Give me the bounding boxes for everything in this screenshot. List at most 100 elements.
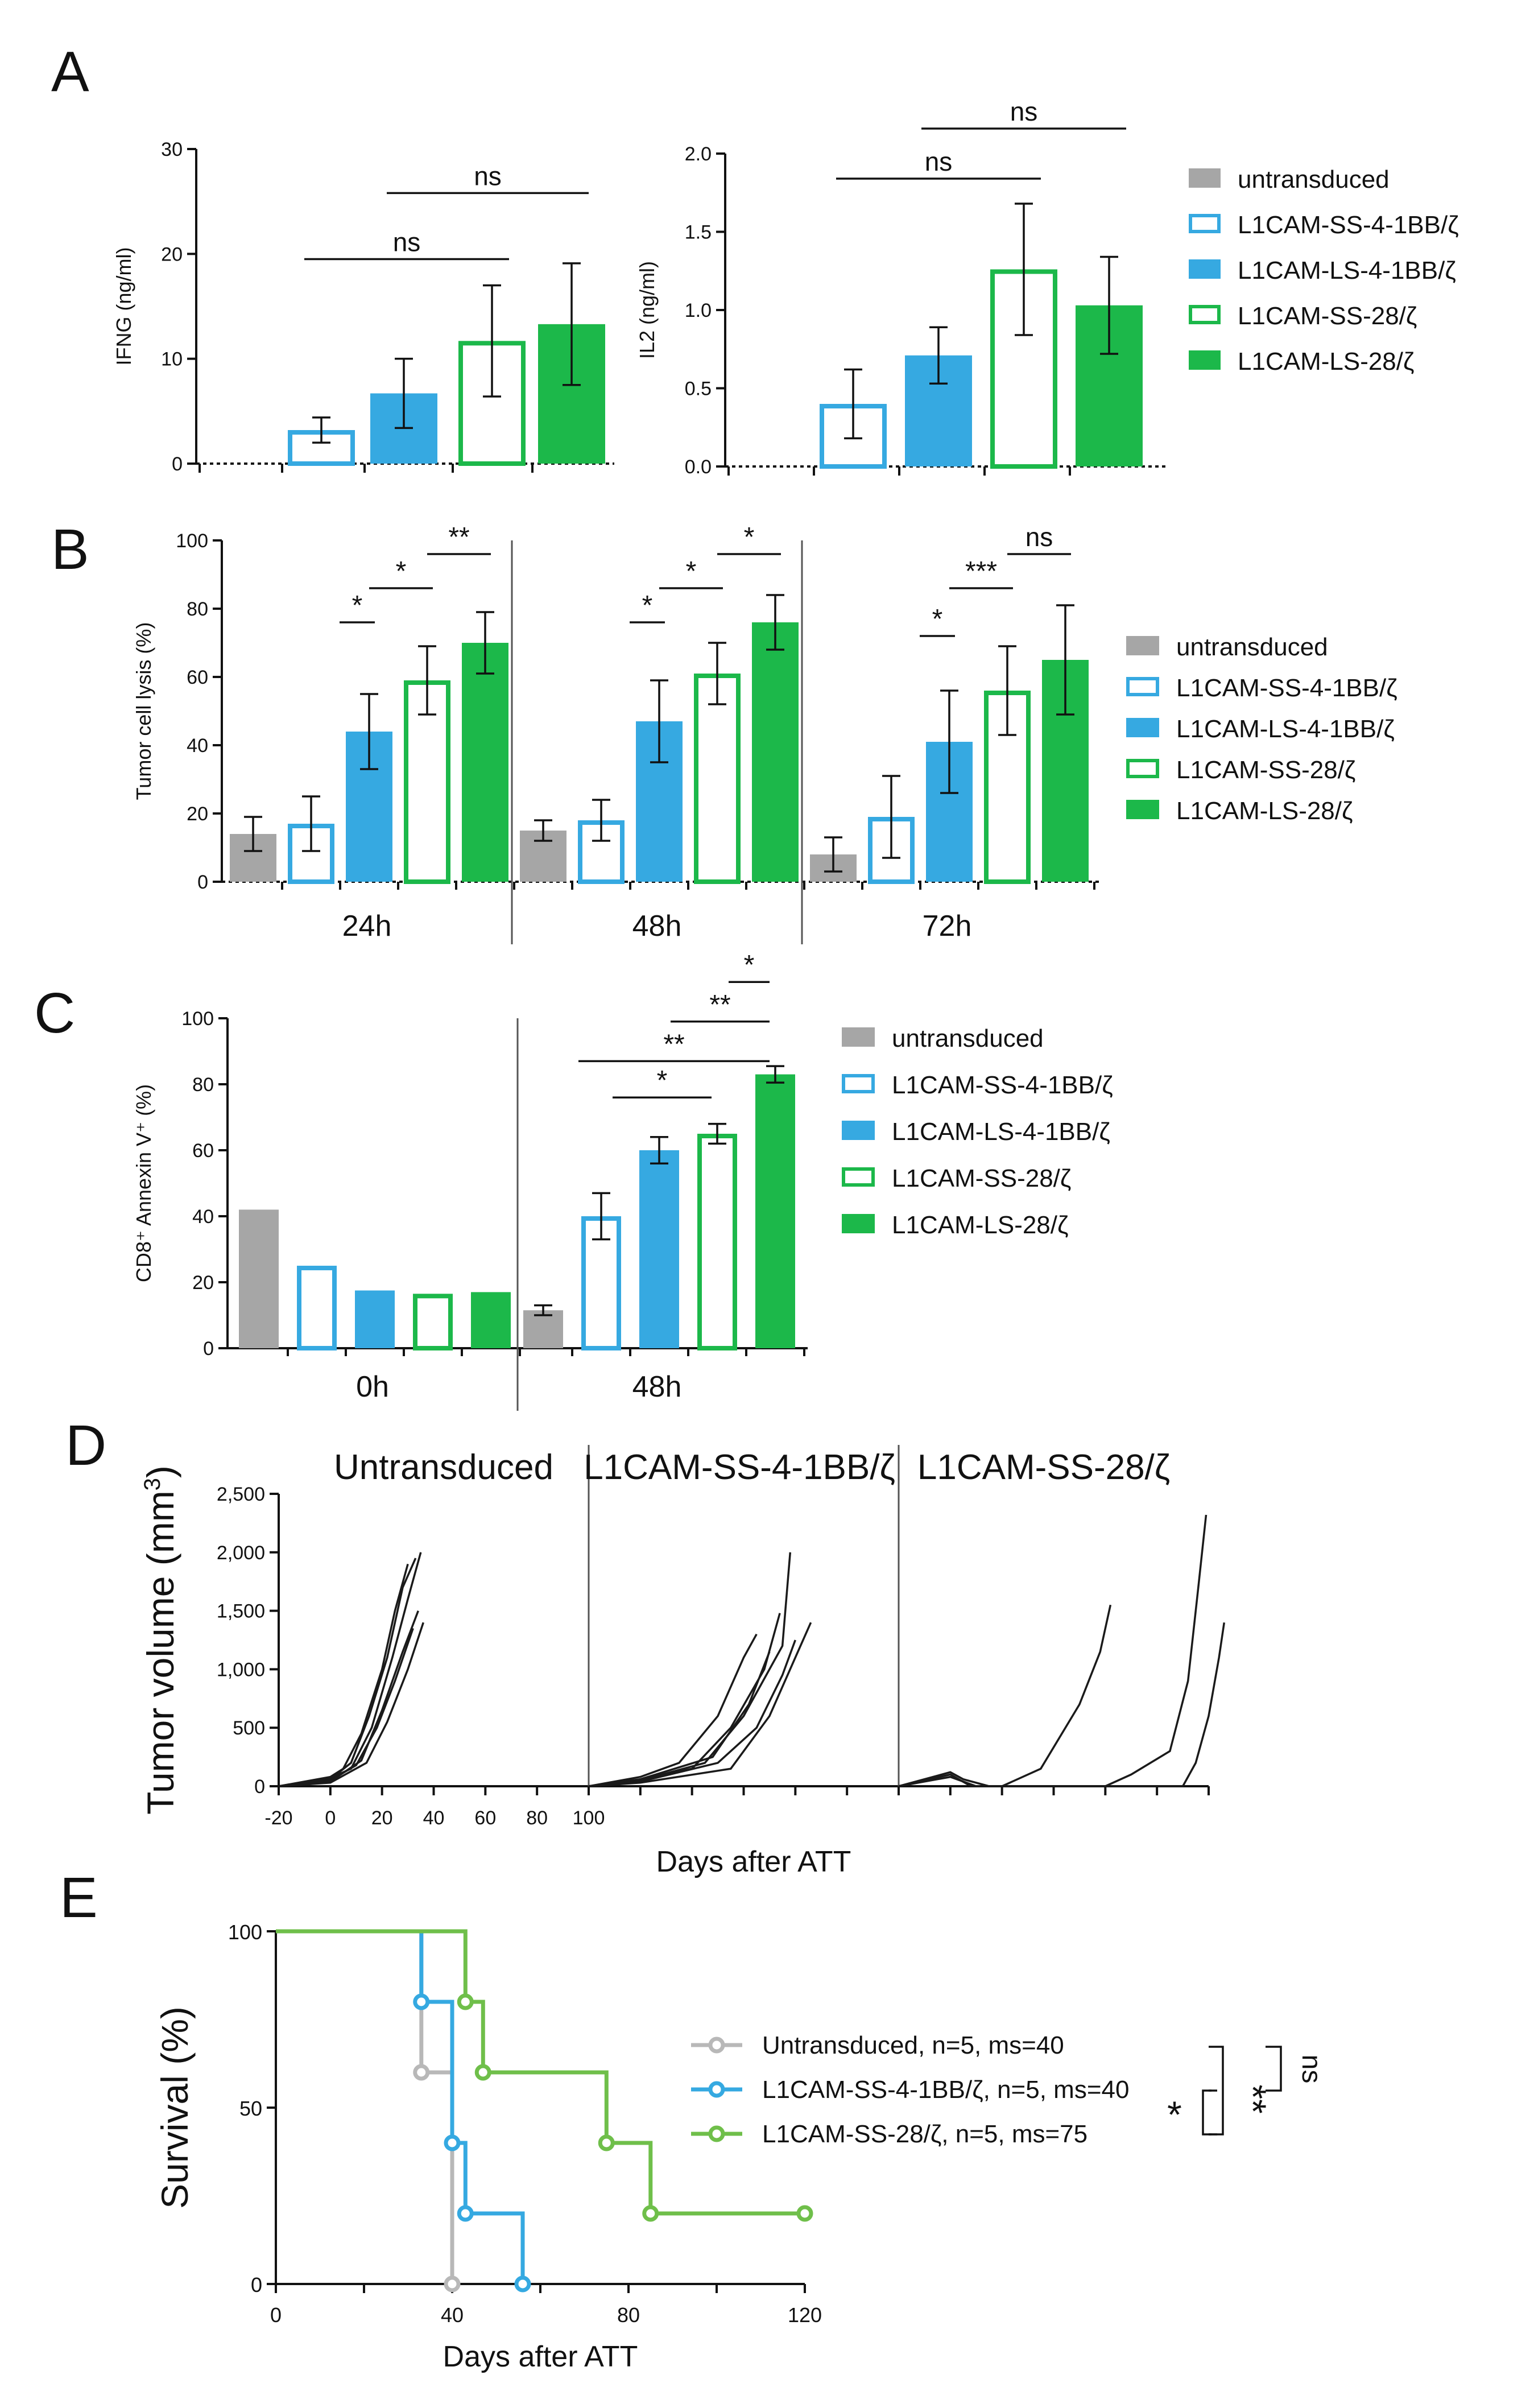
b-significance-label: ns (1025, 522, 1053, 552)
A1-error-bar (395, 357, 413, 429)
d-y-tick-label: 500 (233, 1717, 265, 1739)
legend-label: L1CAM-LS-4-1BB/ζ (1238, 257, 1456, 284)
e-significance-label: ns (1296, 2055, 1326, 2084)
b-significance-label: * (932, 604, 943, 634)
b-bar (752, 622, 799, 882)
legend-b: untransduced L1CAM-SS-4-1BB/ζ L1CAM-LS-4-1… (1126, 633, 1397, 825)
A2-significance-label: ns (925, 147, 953, 176)
legend-swatch (842, 1121, 875, 1140)
e-y-tick-label: 100 (228, 1920, 262, 1944)
b-bar (404, 680, 450, 884)
legend-swatch (842, 1214, 875, 1233)
e-x-tick-label: 80 (617, 2303, 640, 2327)
legend-swatch (1189, 259, 1221, 279)
A1-y-tick-label: 30 (161, 139, 183, 160)
A2-y-tick-label: 0.5 (685, 378, 712, 400)
legend-label: L1CAM-LS-28/ζ (892, 1211, 1068, 1239)
d-y-tick-label: 0 (254, 1776, 265, 1798)
d-tumor-curve (588, 1651, 771, 1787)
c-y-tick-label: 0 (203, 1338, 214, 1360)
A1-significance-label: ns (474, 161, 502, 191)
e-survival-curve (276, 1929, 454, 2284)
c-bar (297, 1266, 337, 1350)
A1-y-tick-label: 20 (161, 243, 183, 265)
legend-label: L1CAM-SS-28/ζ (1176, 756, 1355, 784)
e-legend-marker (708, 2037, 725, 2054)
e-legend-marker (708, 2125, 725, 2142)
b-y-tick-label: 100 (176, 530, 208, 552)
c-y-label: CD8⁺ Annexin V⁺ (%) (132, 1084, 155, 1282)
e-x-tick-label: 0 (270, 2303, 282, 2327)
d-x-label: Days after ATT (656, 1845, 851, 1878)
A2-y-tick-label: 1.5 (685, 222, 712, 243)
d-tumor-curve (898, 1604, 1112, 1787)
e-legend-marker (708, 2081, 725, 2098)
c-bar (239, 1209, 279, 1348)
legend-label: untransduced (892, 1025, 1044, 1052)
b-significance-label: * (396, 556, 407, 586)
d-tumor-curve (278, 1622, 424, 1787)
e-censor-marker (457, 1993, 474, 2010)
c-error-bar (592, 1192, 610, 1241)
c-y-tick-label: 40 (192, 1206, 214, 1228)
b-error-bar (882, 775, 900, 859)
e-significance-label: ** (1232, 2084, 1274, 2113)
b-group-label: 48h (632, 910, 682, 943)
A2-y-tick-label: 1.0 (685, 300, 712, 321)
d-x-tick-label: 0 (325, 1807, 336, 1829)
e-x-label: Days after ATT (443, 2340, 638, 2373)
e-x-tick-label: 120 (788, 2303, 822, 2327)
A2-y-label: IL2 (ng/ml) (635, 261, 659, 359)
panel-letter-a: A (51, 40, 89, 104)
panel-letter-e: E (60, 1866, 98, 1930)
e-censor-marker (514, 2275, 531, 2293)
legend-swatch (1126, 718, 1159, 737)
legend-swatch (1189, 305, 1221, 324)
d-x-tick-label: 20 (371, 1807, 393, 1829)
c-group-label: 48h (632, 1370, 682, 1403)
e-bracket-inner (1209, 2089, 1211, 2136)
c-significance-label: * (744, 950, 755, 980)
c-y-tick-label: 100 (181, 1008, 214, 1030)
e-censor-marker (796, 2205, 813, 2222)
legend-label: L1CAM-SS-4-1BB/ζ (892, 1071, 1113, 1099)
legend-swatch (842, 1167, 875, 1187)
legend-swatch (842, 1027, 875, 1047)
b-error-bar (998, 645, 1016, 736)
d-tumor-curve (588, 1633, 758, 1787)
c-y-tick-label: 20 (192, 1272, 214, 1294)
c-bar (523, 1310, 563, 1348)
c-error-bar (766, 1065, 784, 1084)
legend-label: untransduced (1176, 633, 1328, 661)
d-tumor-curve (898, 1514, 1208, 1787)
legend-swatch (1126, 677, 1159, 696)
d-y-tick-label: 1,500 (217, 1601, 265, 1622)
b-significance-label: *** (965, 556, 997, 586)
b-group-label: 72h (923, 910, 972, 943)
e-censor-marker (642, 2205, 659, 2222)
c-significance-label: ** (709, 990, 730, 1020)
b-significance-label: * (686, 556, 697, 586)
legend-swatch (1126, 800, 1159, 819)
e-significance-label: * (1167, 2093, 1182, 2136)
legend-swatch (1126, 636, 1159, 655)
b-error-bar (360, 693, 378, 770)
legend-label: L1CAM-LS-4-1BB/ζ (892, 1118, 1110, 1146)
b-error-bar (476, 611, 494, 675)
c-y-tick-label: 80 (192, 1074, 214, 1096)
legend-c: untransduced L1CAM-SS-4-1BB/ζ L1CAM-LS-4-1… (842, 1025, 1113, 1239)
d-y-label: Tumor volume (mm3) (139, 1465, 181, 1815)
b-group-label: 24h (342, 910, 392, 943)
e-y-tick-label: 0 (251, 2273, 262, 2297)
e-bracket-bb-vs-28 (1202, 2089, 1217, 2136)
b-significance-label: * (642, 590, 653, 621)
d-x-tick-label: 60 (474, 1807, 496, 1829)
e-censor-marker (598, 2134, 615, 2151)
c-bar (413, 1294, 453, 1351)
e-x-tick-label: 40 (441, 2303, 464, 2327)
A2-y-tick-label: 2.0 (685, 143, 712, 165)
panel-letter-b: B (51, 518, 89, 581)
c-error-bar (534, 1304, 552, 1316)
e-legend-label: L1CAM-SS-28/ζ, n=5, ms=75 (762, 2120, 1087, 2148)
A2-error-bar (929, 326, 948, 385)
